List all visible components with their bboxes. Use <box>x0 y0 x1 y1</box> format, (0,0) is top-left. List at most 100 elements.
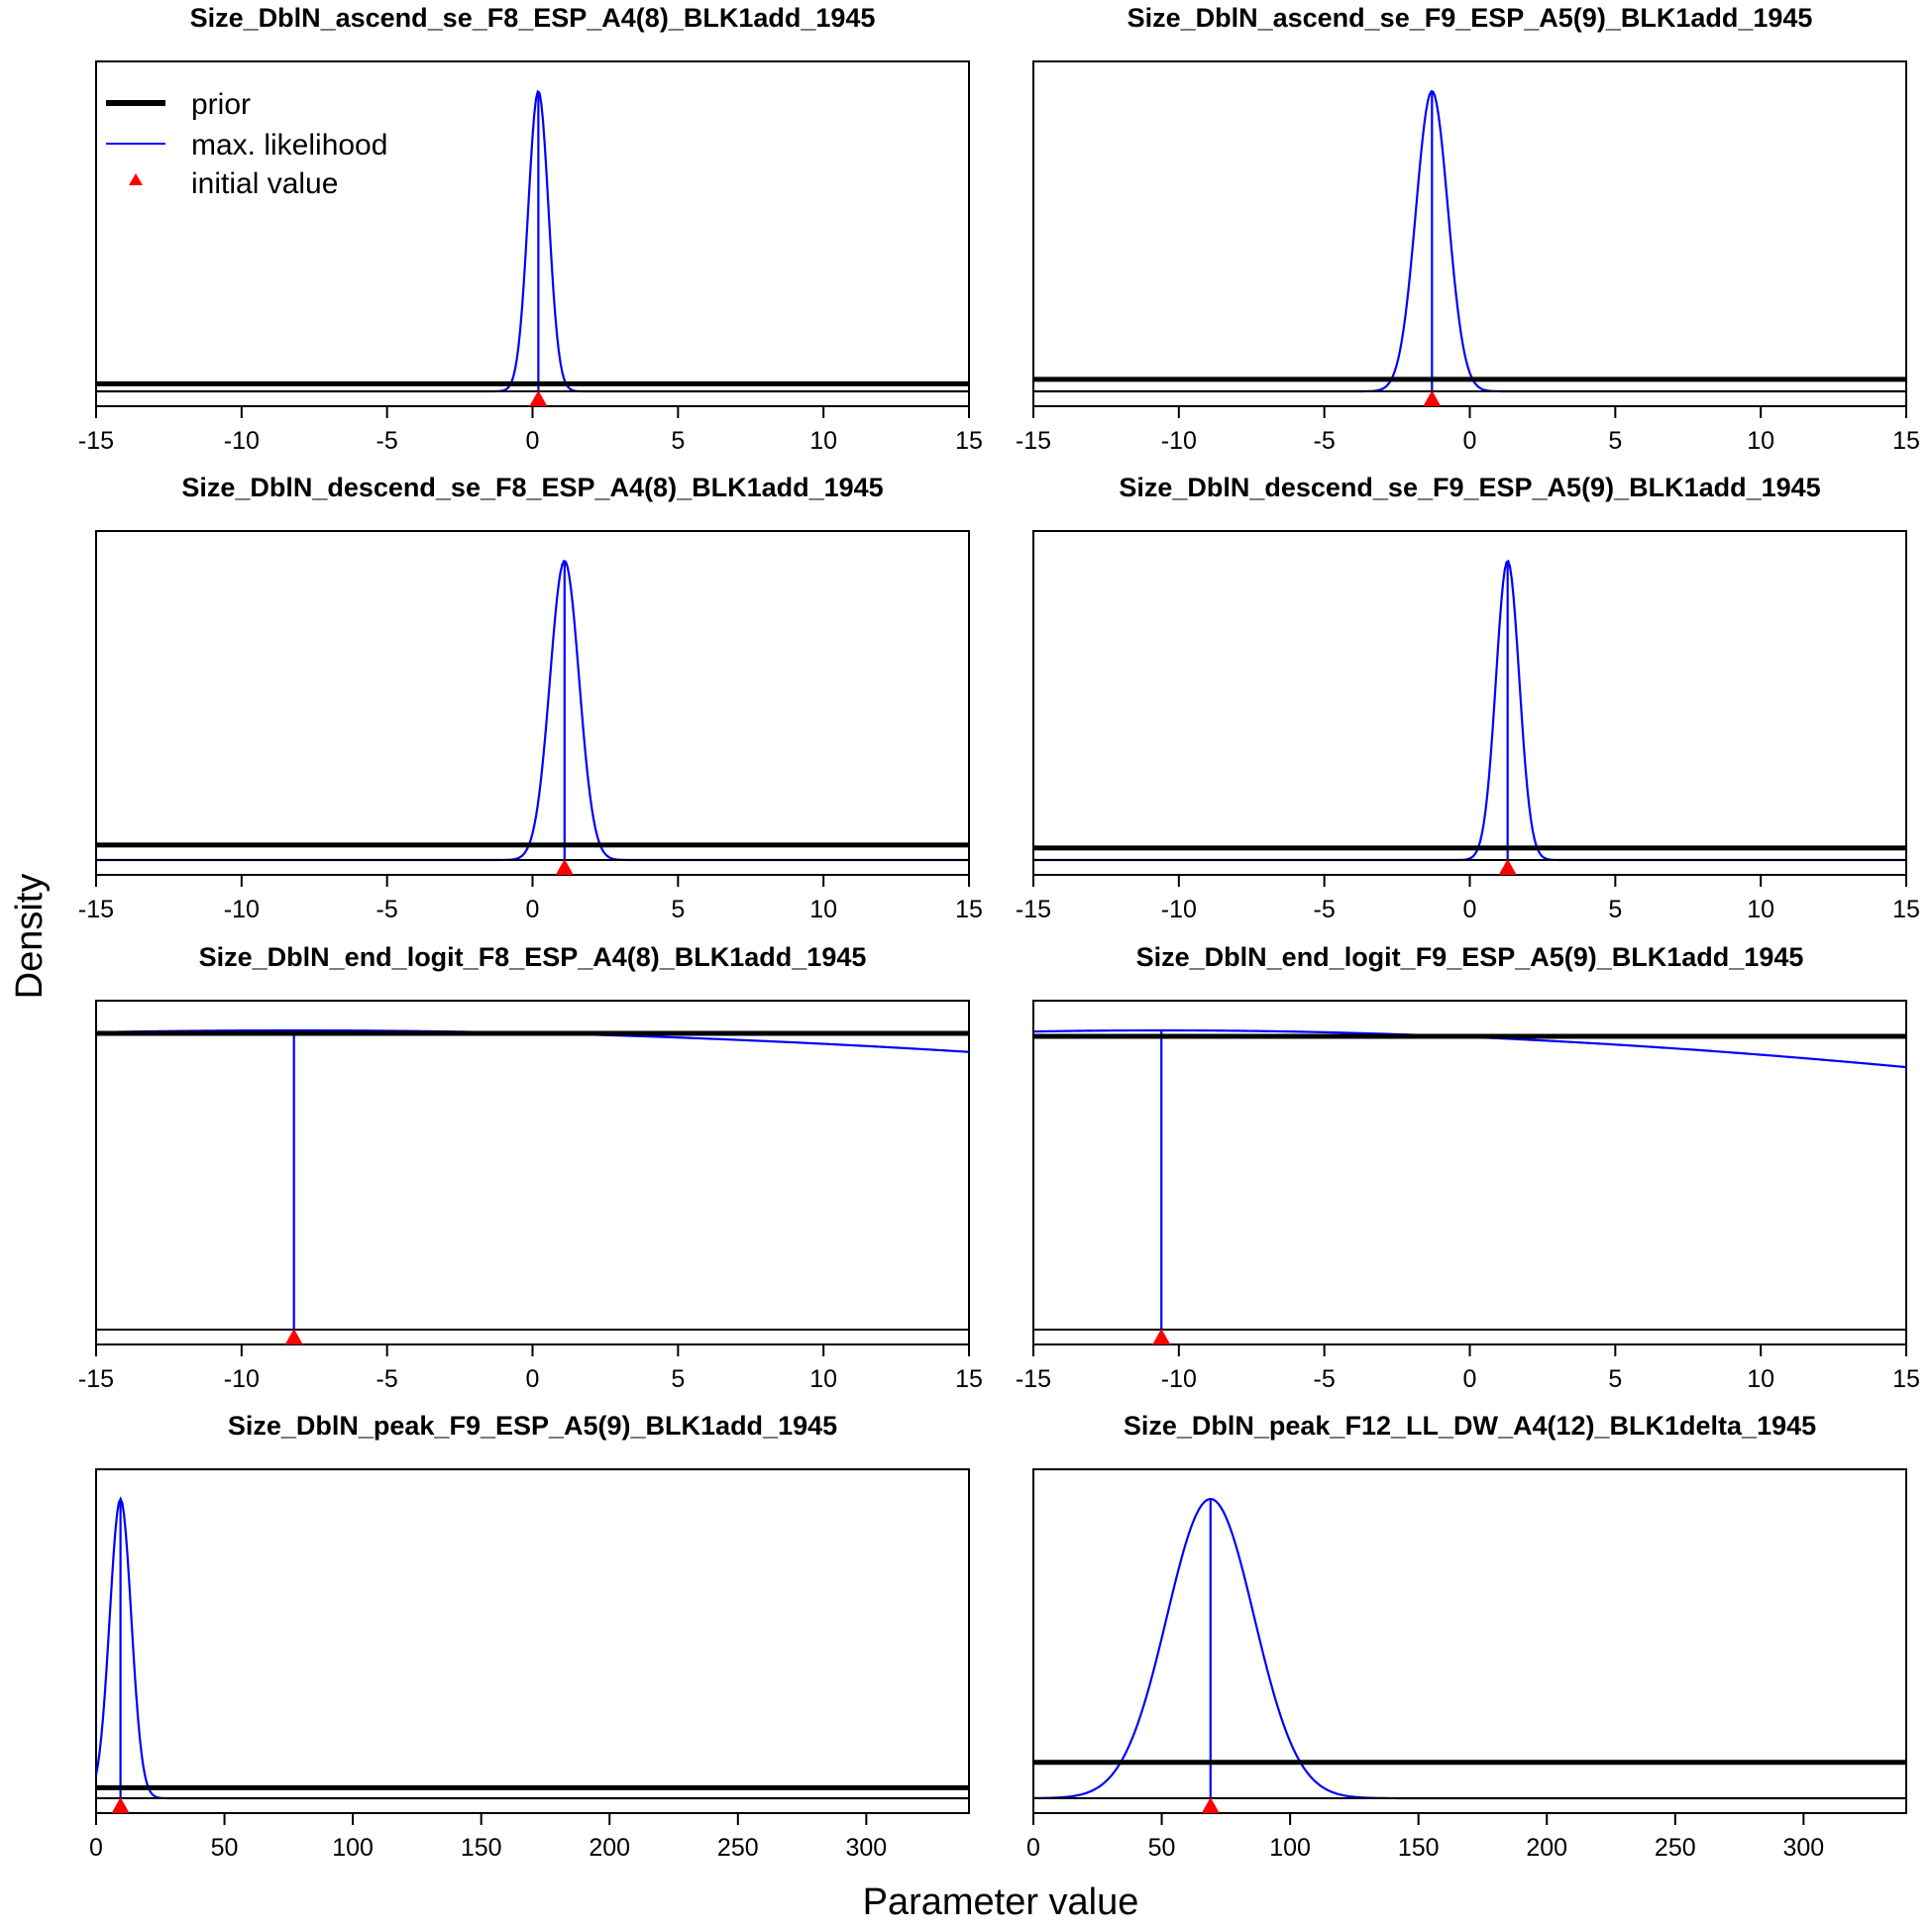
x-tick-label: 10 <box>1747 896 1774 923</box>
mle-density-curve <box>1033 89 1906 393</box>
x-tick-label: 250 <box>717 1834 759 1862</box>
x-tick-label: -15 <box>1016 427 1051 455</box>
initial-value-marker <box>111 1797 130 1813</box>
x-tick-label: 300 <box>845 1834 887 1862</box>
x-tick-label: 0 <box>1463 1365 1477 1393</box>
x-tick-label: -15 <box>1016 1365 1051 1393</box>
x-tick-label: -10 <box>224 896 260 923</box>
x-tick-label: 100 <box>332 1834 374 1862</box>
plot-frame <box>95 530 970 876</box>
panel-6: Size_DblN_end_logit_F9_ESP_A5(9)_BLK1add… <box>1016 942 1920 1393</box>
initial-value-marker <box>529 390 548 406</box>
x-tick-label: 5 <box>1608 1365 1622 1393</box>
plot-frame <box>95 1468 970 1814</box>
x-tick-label: 0 <box>1026 1834 1040 1862</box>
plot-frame <box>1032 1000 1907 1345</box>
x-tick-label: 5 <box>1608 896 1622 923</box>
x-tick-label: 0 <box>526 896 540 923</box>
x-tick-label: 15 <box>1892 427 1920 455</box>
x-tick-label: 150 <box>461 1834 502 1862</box>
x-tick-label: -5 <box>376 896 398 923</box>
x-tick-label: 5 <box>671 896 685 923</box>
x-tick-label: 15 <box>1892 896 1920 923</box>
x-tick-label: -5 <box>1314 896 1336 923</box>
x-tick-label: 5 <box>671 1365 685 1393</box>
x-tick-label: 50 <box>1148 1834 1176 1862</box>
x-tick-label: 15 <box>955 896 983 923</box>
x-tick-label: -5 <box>376 1365 398 1393</box>
plot-frame <box>1032 530 1907 876</box>
x-axis-title: Parameter value <box>863 1881 1139 1923</box>
x-tick-label: -10 <box>224 427 260 455</box>
initial-value-marker <box>555 859 574 875</box>
panel-title: Size_DblN_end_logit_F8_ESP_A4(8)_BLK1add… <box>199 942 867 972</box>
x-tick-label: -10 <box>1161 427 1197 455</box>
plot-frame <box>1032 1468 1907 1814</box>
panel-4: Size_DblN_descend_se_F9_ESP_A5(9)_BLK1ad… <box>1016 473 1920 923</box>
x-tick-label: -10 <box>1161 896 1197 923</box>
x-tick-label: 150 <box>1398 1834 1440 1862</box>
plot-frame <box>1032 60 1907 407</box>
panel-title: Size_DblN_peak_F12_LL_DW_A4(12)_BLK1delt… <box>1124 1411 1816 1441</box>
panel-title: Size_DblN_descend_se_F8_ESP_A4(8)_BLK1ad… <box>181 473 883 502</box>
initial-value-marker <box>1423 390 1442 406</box>
x-tick-label: -5 <box>1314 1365 1336 1393</box>
x-tick-label: -15 <box>78 1365 114 1393</box>
x-tick-label: 250 <box>1655 1834 1696 1862</box>
mle-density-curve <box>1033 1497 1906 1800</box>
panel-7: Size_DblN_peak_F9_ESP_A5(9)_BLK1add_1945… <box>89 1411 970 1862</box>
panel-1: Size_DblN_ascend_se_F8_ESP_A4(8)_BLK1add… <box>78 3 983 455</box>
plot-frame <box>95 1000 970 1345</box>
x-tick-label: 15 <box>955 1365 983 1393</box>
x-tick-label: 5 <box>671 427 685 455</box>
panel-5: Size_DblN_end_logit_F8_ESP_A4(8)_BLK1add… <box>78 942 983 1393</box>
x-tick-label: 10 <box>1747 1365 1774 1393</box>
x-tick-label: 10 <box>809 1365 837 1393</box>
x-tick-label: -10 <box>1161 1365 1197 1393</box>
x-tick-label: -5 <box>1314 427 1336 455</box>
x-tick-label: 50 <box>211 1834 239 1862</box>
legend-mle-label: max. likelihood <box>191 129 387 161</box>
x-tick-label: 0 <box>526 427 540 455</box>
x-tick-label: 0 <box>89 1834 103 1862</box>
panel-2: Size_DblN_ascend_se_F9_ESP_A5(9)_BLK1add… <box>1016 3 1920 455</box>
x-tick-label: 300 <box>1782 1834 1824 1862</box>
panel-title: Size_DblN_ascend_se_F8_ESP_A4(8)_BLK1add… <box>190 3 876 33</box>
x-tick-label: 200 <box>589 1834 630 1862</box>
panel-title: Size_DblN_descend_se_F9_ESP_A5(9)_BLK1ad… <box>1119 473 1820 502</box>
x-tick-label: 200 <box>1526 1834 1567 1862</box>
panel-title: Size_DblN_end_logit_F9_ESP_A5(9)_BLK1add… <box>1136 942 1804 972</box>
initial-value-marker <box>1201 1797 1220 1813</box>
panels: Size_DblN_ascend_se_F8_ESP_A4(8)_BLK1add… <box>78 3 1920 1862</box>
initial-value-marker <box>1498 859 1517 875</box>
x-tick-label: 10 <box>1747 427 1774 455</box>
initial-value-marker <box>284 1329 303 1344</box>
y-axis-title: Density <box>9 874 51 1000</box>
x-tick-label: 100 <box>1269 1834 1311 1862</box>
mle-density-curve <box>1033 559 1906 862</box>
x-tick-label: 15 <box>1892 1365 1920 1393</box>
x-tick-label: 0 <box>1463 896 1477 923</box>
initial-value-marker <box>1152 1329 1171 1344</box>
x-tick-label: -5 <box>376 427 398 455</box>
panel-title: Size_DblN_ascend_se_F9_ESP_A5(9)_BLK1add… <box>1127 3 1813 33</box>
legend-initial-label: initial value <box>191 167 338 200</box>
x-tick-label: 5 <box>1608 427 1622 455</box>
panel-title: Size_DblN_peak_F9_ESP_A5(9)_BLK1add_1945 <box>228 1411 837 1441</box>
x-tick-label: 15 <box>955 427 983 455</box>
legend: prior max. likelihood initial value <box>106 88 387 200</box>
x-tick-label: 0 <box>1463 427 1477 455</box>
panel-8: Size_DblN_peak_F12_LL_DW_A4(12)_BLK1delt… <box>1026 1411 1907 1862</box>
mle-density-curve <box>96 559 969 862</box>
x-tick-label: -15 <box>1016 896 1051 923</box>
x-tick-label: -10 <box>224 1365 260 1393</box>
x-tick-label: 0 <box>526 1365 540 1393</box>
panel-3: Size_DblN_descend_se_F8_ESP_A4(8)_BLK1ad… <box>78 473 983 923</box>
x-tick-label: -15 <box>78 896 114 923</box>
legend-prior-label: prior <box>191 88 251 121</box>
x-tick-label: 10 <box>809 896 837 923</box>
x-tick-label: -15 <box>78 427 114 455</box>
x-tick-label: 10 <box>809 427 837 455</box>
legend-initial-triangle-icon <box>129 173 143 185</box>
